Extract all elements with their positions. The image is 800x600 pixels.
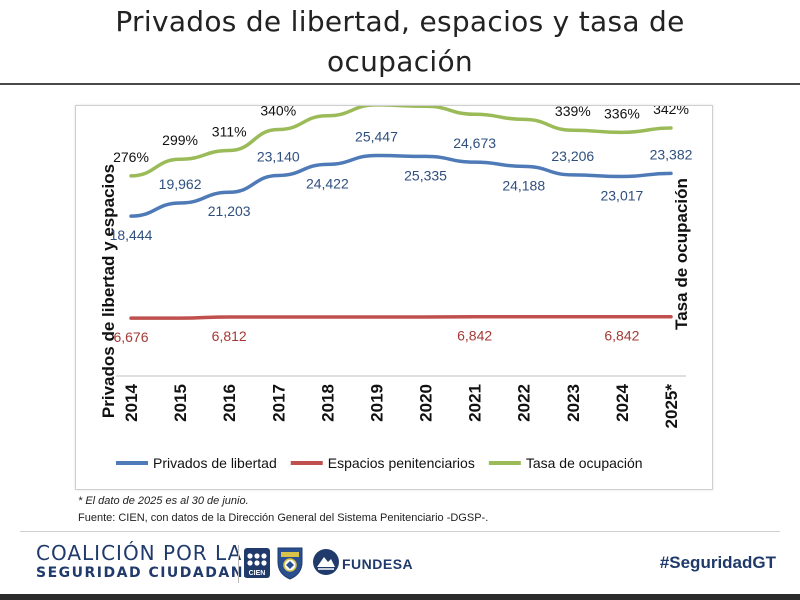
data-point-espacios-penitenciarios-2023 xyxy=(571,315,575,319)
data-point-espacios-penitenciarios-2016 xyxy=(227,315,231,319)
data-point-privados-de-libertad-2016 xyxy=(227,190,231,194)
x-tick-label-2024: 2024 xyxy=(613,383,632,421)
x-tick-label-2014: 2014 xyxy=(122,383,141,421)
data-label-tasa-de-ocupacion-2025: 342% xyxy=(653,106,689,117)
bottom-bar xyxy=(0,594,800,600)
data-point-tasa-de-ocupacion-2018 xyxy=(325,114,329,118)
data-label-privados-de-libertad-2018: 24,422 xyxy=(306,175,349,191)
data-label-privados-de-libertad-2025: 23,382 xyxy=(650,146,693,162)
data-point-espacios-penitenciarios-2018 xyxy=(325,315,329,319)
data-point-espacios-penitenciarios-2024 xyxy=(620,315,624,319)
data-label-privados-de-libertad-2021: 24,673 xyxy=(453,135,496,151)
data-label-privados-de-libertad-2024: 23,017 xyxy=(600,188,643,204)
x-tick-label-2025: 2025* xyxy=(662,384,681,429)
y2-axis-title: Tasa de ocupación xyxy=(672,178,691,330)
data-point-privados-de-libertad-2025 xyxy=(669,171,673,175)
page-title-line1: Privados de libertad, espacios y tasa de xyxy=(115,5,685,38)
footnote: * El dato de 2025 es al 30 de junio. xyxy=(78,495,249,507)
data-point-tasa-de-ocupacion-2023 xyxy=(571,128,575,132)
data-point-espacios-penitenciarios-2014 xyxy=(129,316,133,320)
data-point-privados-de-libertad-2015 xyxy=(178,201,182,205)
data-label-tasa-de-ocupacion-2023: 339% xyxy=(555,106,591,119)
data-label-privados-de-libertad-2015: 19,962 xyxy=(159,176,202,192)
coalicion-logo: COALICIÓN POR LA SEGURIDAD CIUDADANA xyxy=(36,543,256,580)
data-label-espacios-penitenciarios-2016: 6,812 xyxy=(212,328,247,344)
coalicion-line2: SEGURIDAD CIUDADANA xyxy=(36,565,257,581)
data-label-privados-de-libertad-2022: 24,188 xyxy=(502,177,545,193)
page-title: Privados de libertad, espacios y tasa de… xyxy=(0,2,800,82)
cien-logo-label: CIEN xyxy=(249,570,266,577)
legend-label-privados-de-libertad: Privados de libertad xyxy=(153,455,277,471)
data-point-tasa-de-ocupacion-2016 xyxy=(227,149,231,153)
title-divider xyxy=(0,83,800,85)
data-point-privados-de-libertad-2021 xyxy=(473,160,477,164)
x-tick-label-2017: 2017 xyxy=(269,384,288,422)
fundesa-logo-text: FUNDESA xyxy=(342,556,414,572)
x-tick-label-2016: 2016 xyxy=(220,384,239,422)
data-point-privados-de-libertad-2014 xyxy=(129,214,133,218)
data-label-espacios-penitenciarios-2021: 6,842 xyxy=(457,328,492,344)
series-line-espacios-penitenciarios xyxy=(129,314,673,320)
legend-label-espacios-penitenciarios: Espacios penitenciarios xyxy=(328,455,475,471)
data-label-espacios-penitenciarios-2014: 6,676 xyxy=(113,329,148,345)
data-point-espacios-penitenciarios-2015 xyxy=(178,316,182,320)
data-point-privados-de-libertad-2018 xyxy=(325,162,329,166)
hashtag: #SeguridadGT xyxy=(659,553,776,572)
data-label-tasa-de-ocupacion-2017: 340% xyxy=(260,106,296,119)
footer-separator xyxy=(238,545,239,583)
data-point-tasa-de-ocupacion-2021 xyxy=(473,112,477,116)
coalicion-line1: COALICIÓN POR LA xyxy=(36,541,243,565)
data-point-privados-de-libertad-2024 xyxy=(620,175,624,179)
dgsp-shield-logo xyxy=(276,546,304,585)
legend-label-tasa-de-ocupacion: Tasa de ocupación xyxy=(526,455,643,471)
data-point-tasa-de-ocupacion-2014 xyxy=(129,174,133,178)
line-chart: 2014 2015 2016 2017 2018 2019 2020 2021 2022 2023… xyxy=(99,106,693,471)
x-tick-label-2018: 2018 xyxy=(318,384,337,422)
series-line-tasa-de-ocupacion xyxy=(129,106,673,178)
page-title-line2: ocupación xyxy=(327,45,473,78)
data-point-privados-de-libertad-2019 xyxy=(374,153,378,157)
x-tick-label-2023: 2023 xyxy=(564,384,583,422)
x-tick-label-2019: 2019 xyxy=(367,384,386,422)
data-point-tasa-de-ocupacion-2017 xyxy=(276,128,280,132)
chart-frame: 2014 2015 2016 2017 2018 2019 2020 2021 2022 2023… xyxy=(75,105,713,490)
data-point-espacios-penitenciarios-2025 xyxy=(669,315,673,319)
data-label-privados-de-libertad-2017: 23,140 xyxy=(257,148,300,164)
data-label-tasa-de-ocupacion-2014: 276% xyxy=(113,149,149,165)
footer-divider xyxy=(20,531,780,532)
data-point-tasa-de-ocupacion-2025 xyxy=(669,126,673,130)
data-label-tasa-de-ocupacion-2016: 311% xyxy=(212,124,247,140)
data-point-privados-de-libertad-2020 xyxy=(424,154,428,158)
data-point-privados-de-libertad-2022 xyxy=(522,164,526,168)
source-note: Fuente: CIEN, con datos de la Dirección … xyxy=(78,512,489,524)
cien-logo: CIEN xyxy=(244,548,270,583)
data-point-espacios-penitenciarios-2022 xyxy=(522,315,526,319)
data-label-privados-de-libertad-2020: 25,335 xyxy=(404,167,447,183)
data-label-privados-de-libertad-2014: 18,444 xyxy=(110,227,153,243)
x-tick-label-2020: 2020 xyxy=(417,384,436,422)
data-label-tasa-de-ocupacion-2015: 299% xyxy=(162,132,198,148)
data-point-privados-de-libertad-2023 xyxy=(571,173,575,177)
data-label-privados-de-libertad-2023: 23,206 xyxy=(551,148,594,164)
series-line-privados-de-libertad xyxy=(129,153,673,218)
x-tick-label-2015: 2015 xyxy=(171,384,190,422)
data-label-tasa-de-ocupacion-2024: 336% xyxy=(604,106,640,121)
data-point-espacios-penitenciarios-2017 xyxy=(276,315,280,319)
data-point-tasa-de-ocupacion-2022 xyxy=(522,117,526,121)
data-point-privados-de-libertad-2017 xyxy=(276,173,280,177)
x-tick-label-2022: 2022 xyxy=(515,384,534,422)
data-point-espacios-penitenciarios-2020 xyxy=(424,315,428,319)
x-tick-label-2021: 2021 xyxy=(466,384,485,422)
data-label-privados-de-libertad-2019: 25,447 xyxy=(355,128,398,144)
data-label-espacios-penitenciarios-2024: 6,842 xyxy=(604,328,639,344)
data-label-privados-de-libertad-2016: 21,203 xyxy=(208,203,251,219)
data-point-tasa-de-ocupacion-2015 xyxy=(178,157,182,161)
fundesa-logo-mark xyxy=(312,548,340,581)
data-point-espacios-penitenciarios-2019 xyxy=(374,315,378,319)
data-label-tasa-de-ocupacion-2022: 354% xyxy=(506,106,542,108)
data-point-espacios-penitenciarios-2021 xyxy=(473,315,477,319)
data-point-tasa-de-ocupacion-2024 xyxy=(620,130,624,134)
y-axis-title: Privados de libertad y espacios xyxy=(99,164,118,418)
